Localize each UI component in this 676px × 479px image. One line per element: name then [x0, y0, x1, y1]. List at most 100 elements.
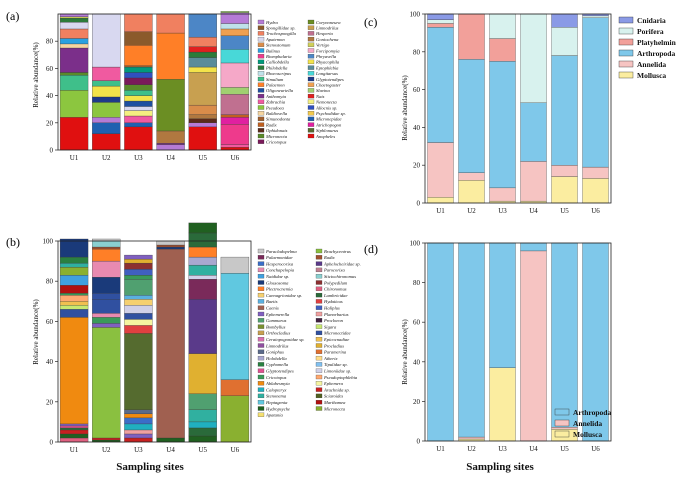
legend-label: Ceratopogonidae sp.: [266, 337, 305, 342]
legend-label: Lumbricidae: [323, 293, 347, 298]
legend-swatch: [307, 31, 315, 36]
x-tick-label: U1: [436, 207, 445, 215]
bar-segment-U3-gammarus: [124, 279, 153, 296]
bar-segment-U1-trochospongilla: [59, 28, 89, 39]
x-tick-label: U2: [467, 207, 476, 215]
y-tick-label: 0: [417, 438, 421, 446]
legend-label: Vertigo: [316, 43, 330, 48]
bar-segment-U1-naididae-sp-: [59, 275, 89, 286]
bar-segment-U4-arthropoda: [520, 102, 547, 162]
legend-label: Rhoeoscripus: [265, 71, 291, 76]
bar-segment-U2-stictochironomus: [92, 240, 121, 248]
bar-segment-U1-philobdella: [59, 17, 89, 23]
y-tick-label: 80: [413, 279, 421, 287]
legend-swatch: [257, 248, 265, 254]
y-tick-label: 100: [410, 240, 421, 248]
legend-label: Haliplus: [323, 306, 340, 311]
legend-label: Trochospongilla: [266, 31, 297, 36]
legend-swatch: [257, 387, 265, 392]
legend-label: Limnodrilus: [315, 26, 339, 31]
bar-segment-U3-arachnida-sp-: [124, 437, 153, 443]
panel-d-ylabel: Relative abundance(%): [401, 319, 409, 385]
y-tick-label: 40: [46, 358, 54, 366]
bar-segment-U1-ablabesmyia: [59, 317, 89, 425]
legend-swatch: [257, 122, 265, 127]
legend-swatch: [307, 25, 315, 30]
bar-segment-U5-eptophlebia: [188, 57, 217, 68]
legend-label: Apatemon: [265, 37, 285, 42]
legend-swatch: [307, 99, 315, 104]
bar-segment-U6-paramerina: [220, 379, 250, 396]
legend-swatch: [307, 116, 315, 122]
bar-segment-U3-simunodonta: [124, 65, 153, 68]
bar-segment-U6-radix: [220, 114, 250, 118]
bar-segment-U5-annelida: [551, 165, 578, 177]
bar-segment-U1-ephemerella: [59, 423, 89, 427]
y-tick-label: 20: [46, 119, 54, 127]
legend-swatch: [257, 406, 265, 411]
bar-segment-U1-baldiovella: [59, 43, 89, 49]
bar-segment-U5-hydropsyche: [188, 435, 217, 443]
legend-swatch: [315, 261, 323, 266]
legend-label: Naididae sp.: [265, 274, 289, 279]
legend-label: Porifera: [637, 27, 664, 36]
legend-label: Platyhelminthes: [637, 38, 676, 47]
legend-label: Siphlonurus: [316, 128, 338, 133]
legend-label: Glossosoma: [266, 280, 289, 285]
legend-swatch: [257, 337, 265, 342]
bar-segment-U3-micronepidae: [124, 122, 153, 128]
bar-segment-U2-annelida: [458, 436, 485, 440]
legend-swatch: [315, 280, 323, 285]
legend-label: Orthocladius: [266, 331, 290, 336]
bar-segment-U1-vertigo: [59, 16, 89, 19]
bar-segment-U2-plectrocnemia: [92, 248, 121, 262]
legend-label: Annelida: [637, 60, 666, 69]
bar-segment-U1-marthamea: [59, 285, 89, 294]
bar-segment-U3-cricotopus: [124, 275, 153, 280]
legend-label: Limoniidae sp.: [323, 369, 351, 374]
legend-label: Phryavella: [315, 54, 337, 59]
legend-label: Stictochironomus: [324, 274, 356, 279]
legend-label: Atherix: [323, 356, 338, 361]
legend-label: Atrichopogon: [315, 122, 342, 127]
y-tick-label: 60: [46, 65, 54, 73]
legend-label: Forcipomyia: [315, 48, 340, 53]
bar-segment-U3-orthocladius: [124, 333, 153, 410]
bar-segment-U1-anthomyia: [59, 47, 89, 73]
panel-a-letter: (a): [6, 9, 19, 23]
legend-swatch: [257, 88, 265, 93]
legend-swatch: [257, 54, 265, 59]
legend-swatch: [257, 76, 265, 82]
bar-segment-U1-pseudoptophlebia: [59, 295, 89, 302]
legend-label: Holohdella: [265, 356, 287, 361]
bar-segment-U4-annelida: [520, 161, 547, 202]
bar-segment-U3-nemonecta: [124, 110, 153, 117]
legend-label: Ablabesmyia: [265, 381, 290, 386]
legend-label: Cricotopus: [266, 140, 287, 145]
legend-label: Calopteryx: [266, 387, 286, 392]
bar-segment-U5-lumbricidae: [188, 427, 217, 437]
legend-swatch: [257, 19, 265, 25]
bar-segment-U6-arthropoda: [582, 17, 609, 168]
legend-swatch: [307, 71, 315, 76]
legend-label: Calliobdella: [266, 60, 290, 65]
bar-segment-U3-oligoneuriella: [124, 100, 153, 107]
bar-segment-U1-epicocnadiae: [59, 301, 89, 306]
legend-swatch: [257, 299, 265, 304]
bar-segment-U2-annelida: [458, 172, 485, 181]
bar-segment-U2-rhyacophila: [92, 85, 121, 98]
x-tick-label: U6: [231, 154, 240, 162]
bar-segment-U2-platyhelminthes: [458, 13, 485, 60]
legend-swatch: [257, 311, 265, 317]
legend-swatch: [315, 393, 323, 399]
legend-swatch: [315, 381, 323, 386]
x-tick-label: U5: [198, 446, 207, 454]
y-tick-label: 100: [410, 11, 421, 19]
legend-label: Pseudoptophlebia: [323, 375, 358, 380]
legend-swatch: [315, 305, 323, 310]
legend-swatch: [315, 299, 323, 304]
bar-segment-U2-conchapelopia: [92, 260, 121, 278]
legend-swatch: [618, 71, 634, 79]
legend-swatch: [257, 362, 265, 367]
